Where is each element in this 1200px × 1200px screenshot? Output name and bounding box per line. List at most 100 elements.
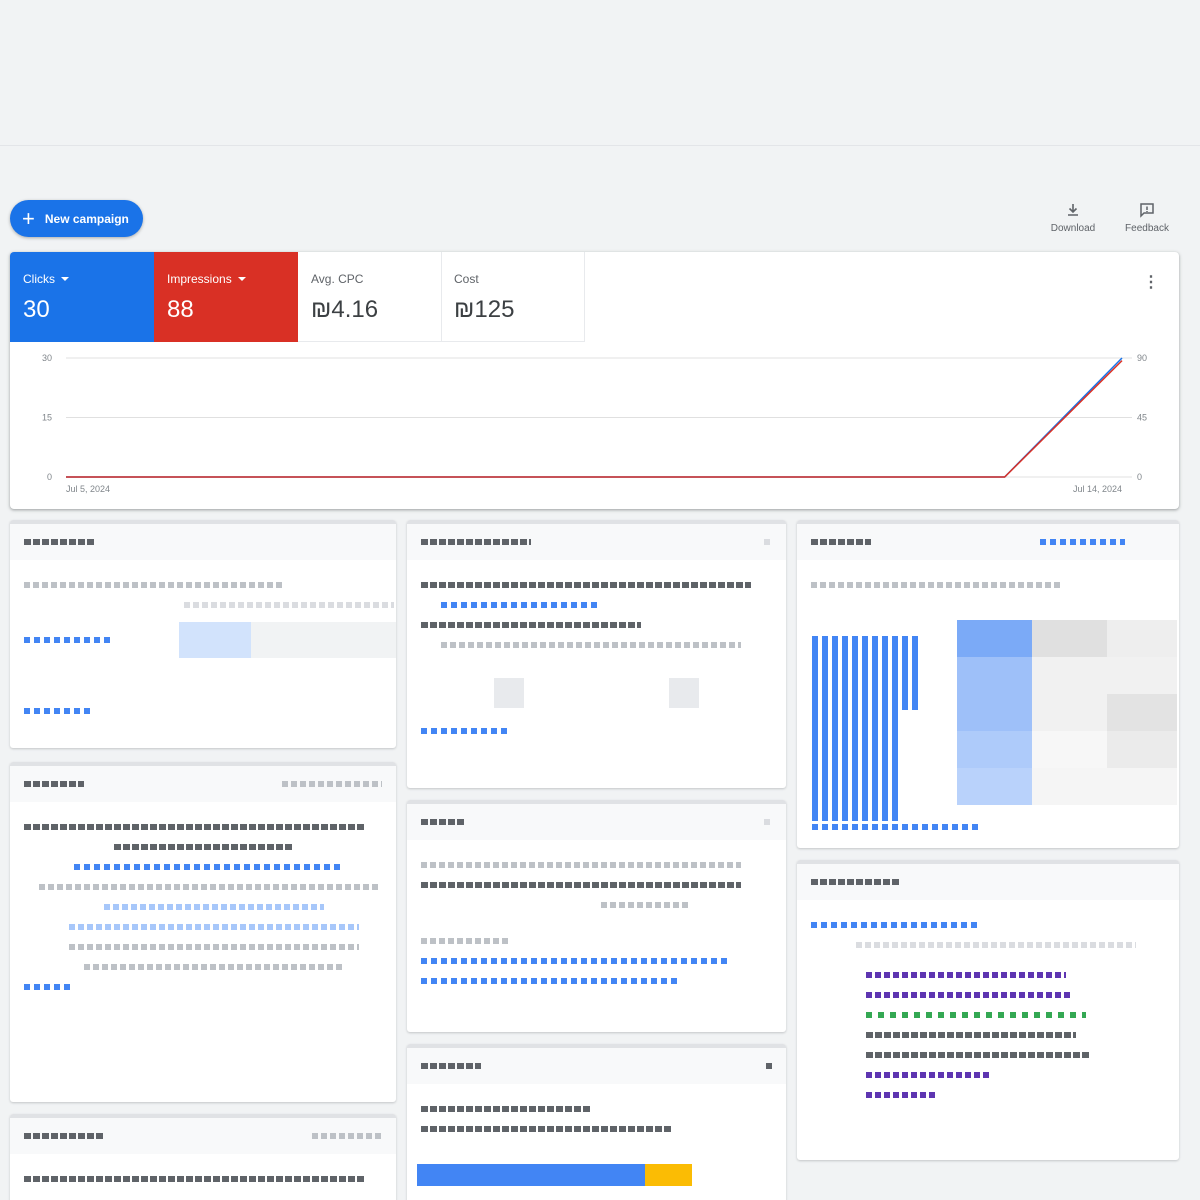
card-account-status (407, 800, 786, 1032)
text-placeholder (39, 884, 379, 890)
text-placeholder (441, 642, 741, 648)
heat-cell (251, 622, 396, 658)
heat-cell (178, 622, 252, 658)
text-placeholder (184, 602, 394, 608)
link-placeholder[interactable] (812, 784, 902, 821)
feedback-icon (1140, 203, 1154, 218)
card-budget (407, 1044, 786, 1200)
metric-cost-label: Cost (454, 272, 479, 286)
text-placeholder (114, 844, 294, 850)
metric-impressions-value: 88 (167, 296, 194, 323)
card-tips (407, 520, 786, 788)
heat-cell (1107, 694, 1177, 731)
link-placeholder[interactable] (811, 922, 981, 928)
metric-impressions[interactable]: Impressions 88 (154, 252, 298, 342)
text-placeholder (282, 781, 382, 787)
ad-text-placeholder (866, 1052, 1091, 1058)
link-placeholder[interactable] (812, 824, 982, 830)
text-placeholder (811, 582, 1061, 588)
heat-cell (957, 620, 1032, 657)
ad-link-placeholder (866, 1072, 991, 1078)
link-placeholder[interactable] (24, 708, 94, 714)
link-placeholder[interactable] (812, 747, 902, 784)
series-line-impressions (66, 360, 1123, 478)
card-title-placeholder (24, 539, 94, 545)
metric-avg-cpc[interactable]: Avg. CPC ₪4.16 (298, 252, 442, 342)
link-placeholder[interactable] (812, 636, 922, 673)
keyword-heatmap (812, 620, 1177, 821)
ad-headline-placeholder (866, 972, 1066, 978)
heat-cell (957, 768, 1032, 805)
text-placeholder (312, 1133, 382, 1139)
heat-cell (1107, 620, 1177, 657)
card-bottom-left (10, 1114, 396, 1200)
link-placeholder[interactable] (24, 984, 74, 990)
budget-bar-fill (417, 1164, 646, 1186)
card-keywords (797, 520, 1179, 848)
heat-cell (1107, 731, 1177, 768)
text-placeholder (421, 882, 741, 888)
download-icon (1068, 204, 1078, 216)
y-right-tick-label: 0 (1137, 472, 1142, 482)
x-tick-label: Jul 5, 2024 (66, 484, 110, 494)
plus-icon: + (22, 205, 35, 231)
text-placeholder (74, 864, 344, 870)
download-label: Download (1050, 223, 1096, 234)
metric-cost[interactable]: Cost ₪125 (441, 252, 585, 342)
text-placeholder (24, 824, 364, 830)
metric-clicks[interactable]: Clicks 30 (10, 252, 154, 342)
card-insights (10, 762, 396, 1102)
y-left-tick-label: 15 (42, 413, 52, 423)
card-title-placeholder (421, 1063, 481, 1069)
ad-preview (866, 972, 1165, 1098)
text-placeholder (69, 924, 359, 930)
performance-chart: 0 15 30 0 45 90 Jul 5, 2024 Jul 14, 2024 (42, 353, 1147, 494)
more-options-icon[interactable]: ⋮ (1143, 274, 1159, 291)
text-placeholder (24, 582, 284, 588)
card-title-placeholder (811, 879, 901, 885)
new-campaign-button[interactable]: + New campaign (10, 200, 143, 237)
text-placeholder (421, 622, 641, 628)
text-placeholder (104, 904, 324, 910)
text-placeholder (421, 582, 751, 588)
heat-cell (1032, 694, 1107, 731)
ad-link-placeholder (866, 1092, 936, 1098)
text-placeholder (421, 1126, 671, 1132)
link-placeholder[interactable] (812, 673, 922, 710)
text-placeholder (84, 964, 344, 970)
link-placeholder[interactable] (441, 602, 601, 608)
link-placeholder[interactable] (24, 637, 111, 643)
metric-avg-cpc-value: ₪4.16 (311, 296, 379, 323)
link-placeholder[interactable] (421, 728, 511, 734)
heat-cell (957, 657, 1032, 694)
heat-cell (1032, 620, 1107, 657)
heat-cell (1032, 768, 1107, 805)
ad-headline-placeholder (866, 992, 1071, 998)
ad-text-placeholder (866, 1032, 1076, 1038)
heat-cell (1107, 657, 1177, 694)
metric-impressions-label: Impressions (167, 272, 232, 286)
link-placeholder[interactable] (421, 978, 681, 984)
card-title-placeholder (421, 819, 466, 825)
text-placeholder (69, 944, 359, 950)
more-options-icon[interactable] (766, 1063, 772, 1069)
download-button[interactable]: Download (1038, 200, 1108, 240)
close-icon[interactable] (764, 819, 772, 825)
feedback-label: Feedback (1125, 223, 1169, 234)
link-placeholder[interactable] (1040, 539, 1125, 545)
heat-cell (957, 694, 1032, 731)
ad-url-placeholder (866, 1012, 1086, 1018)
card-title-placeholder (421, 539, 531, 545)
new-campaign-label: New campaign (44, 211, 129, 226)
card-title-placeholder (24, 1133, 104, 1139)
metric-clicks-value: 30 (23, 296, 50, 323)
feedback-button[interactable]: Feedback (1112, 200, 1182, 240)
y-left-tick-label: 0 (47, 472, 52, 482)
performance-card: Clicks 30 Impressions 88 Avg. CPC ₪4.16 … (10, 252, 1179, 509)
link-placeholder[interactable] (421, 958, 731, 964)
text-placeholder (421, 1106, 591, 1112)
card-title-placeholder (24, 781, 84, 787)
close-icon[interactable] (764, 539, 772, 545)
link-placeholder[interactable] (812, 710, 902, 747)
metric-cost-value: ₪125 (454, 296, 515, 323)
